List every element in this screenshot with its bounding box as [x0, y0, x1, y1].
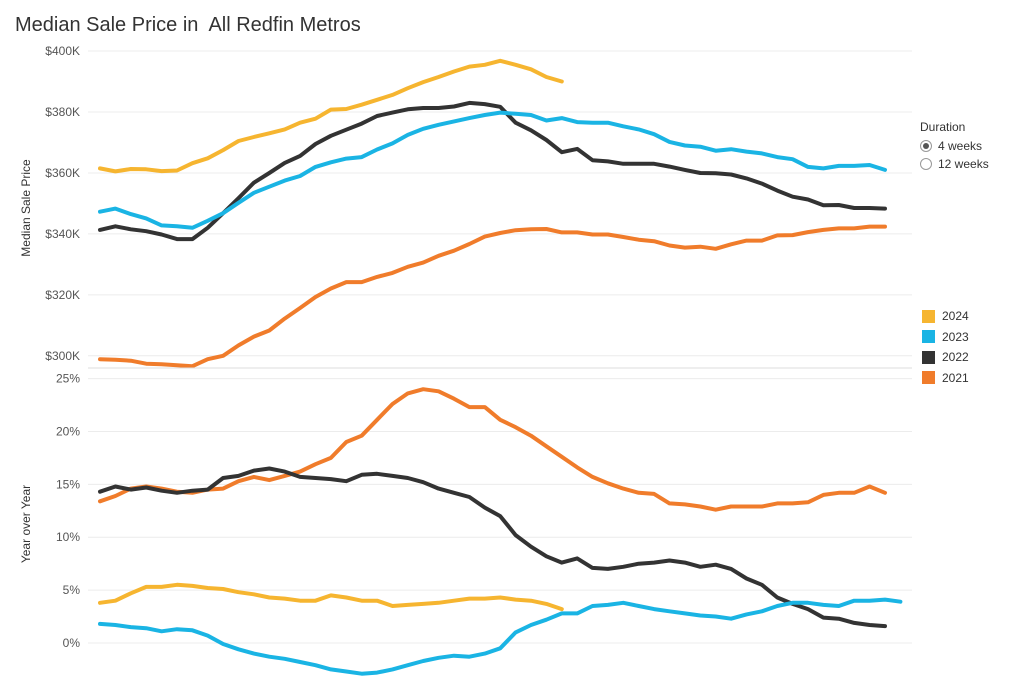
legend-label: 2021	[942, 370, 969, 385]
series-line-2024	[98, 582, 564, 612]
legend-label: 2022	[942, 350, 969, 365]
y-tick-label: $400K	[45, 44, 80, 58]
legend-item-2021[interactable]: 2021	[922, 368, 969, 389]
radio-selected-icon	[920, 140, 932, 152]
y-tick-label: $340K	[45, 227, 80, 241]
duration-option-label: 4 weeks	[938, 139, 983, 153]
legend-item-2024[interactable]: 2024	[922, 306, 969, 327]
series-line-2022	[98, 100, 887, 242]
series-line-2023	[98, 597, 903, 676]
y-tick-label: 25%	[56, 372, 80, 386]
series-line-2021	[98, 224, 887, 369]
chart-title: Median Sale Price in All Redfin Metros	[15, 14, 361, 36]
y-tick-label: $300K	[45, 349, 80, 363]
legend-swatch	[922, 371, 935, 385]
legend-label: 2024	[942, 309, 969, 324]
legend-swatch	[922, 309, 935, 323]
duration-option-4-weeks[interactable]: 4 weeks	[920, 139, 989, 153]
radio-unselected-icon	[920, 158, 932, 170]
legend: 2024 2023 2022 2021	[922, 306, 969, 388]
legend-item-2023[interactable]: 2023	[922, 327, 969, 348]
series-line-2023	[98, 110, 887, 230]
y-tick-label: 15%	[56, 477, 80, 491]
y-tick-label: 5%	[63, 583, 81, 597]
y-tick-label: 10%	[56, 530, 80, 544]
y-tick-label: $360K	[45, 166, 80, 180]
duration-option-12-weeks[interactable]: 12 weeks	[920, 157, 989, 171]
y-tick-label: $380K	[45, 105, 80, 119]
y-axis-label: Year over Year	[19, 485, 33, 563]
y-axis-label: Median Sale Price	[19, 159, 33, 257]
series-line-2021	[98, 387, 887, 512]
y-tick-label: 0%	[63, 636, 81, 650]
legend-label: 2023	[942, 329, 969, 344]
duration-option-label: 12 weeks	[938, 157, 989, 171]
duration-header: Duration	[920, 120, 966, 134]
series-line-2024	[98, 58, 564, 174]
y-tick-label: 20%	[56, 424, 80, 438]
legend-item-2022[interactable]: 2022	[922, 347, 969, 368]
y-tick-label: $320K	[45, 288, 80, 302]
legend-swatch	[922, 330, 935, 344]
series-line-2022	[98, 466, 887, 629]
duration-filter: Duration 4 weeks 12 weeks	[920, 120, 989, 175]
legend-swatch	[922, 350, 935, 364]
